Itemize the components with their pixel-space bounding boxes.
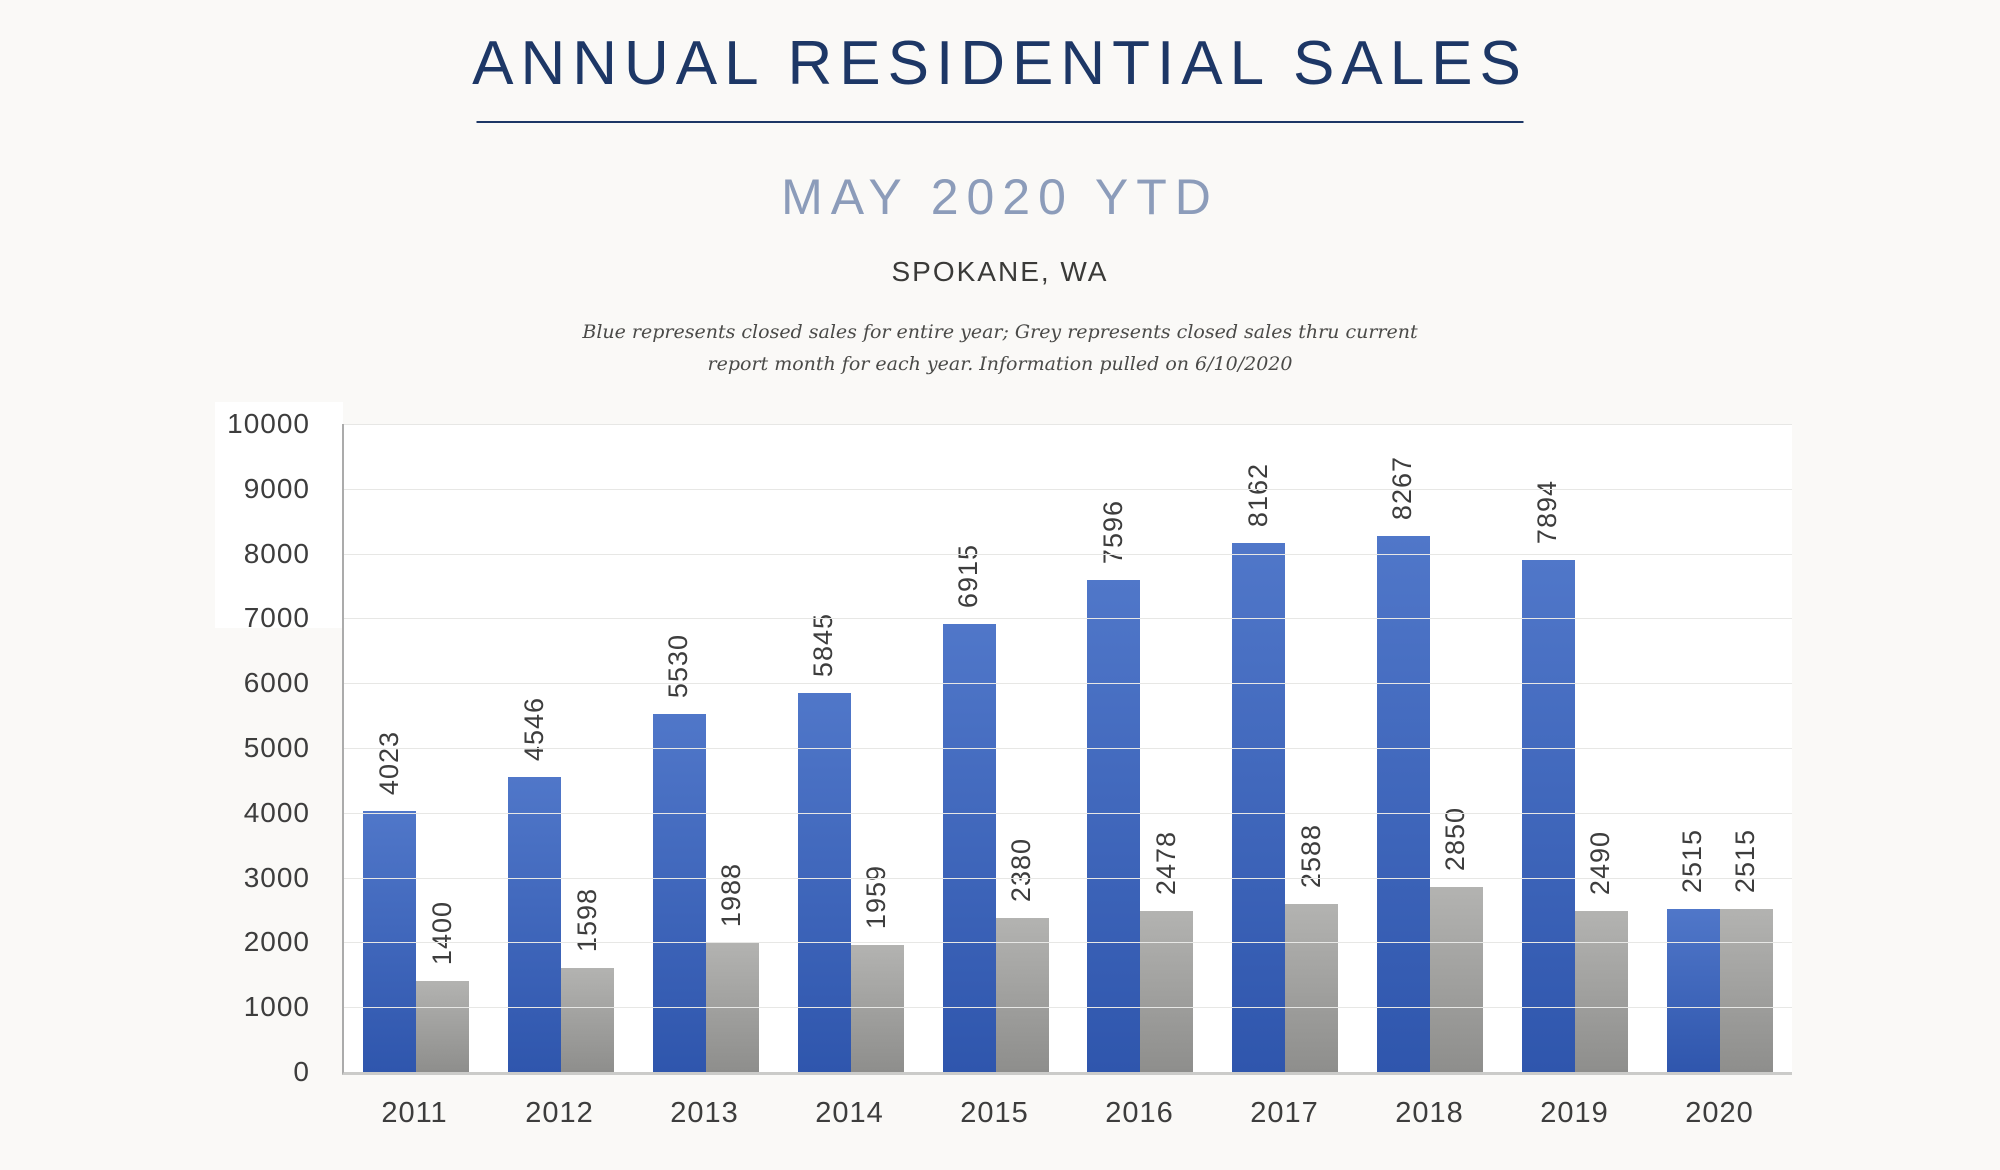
x-axis-label-2011: 2011 [381,1097,448,1129]
y-axis-tick-10000: 10000 [227,408,310,439]
gridline-4000 [344,812,1792,814]
bar-ytd-2011: 1400 [416,901,470,1072]
y-axis-tick-2000: 2000 [243,926,310,958]
legend-note-line2: report month for each year. Information … [707,353,1293,375]
bar-ytd-2018: 2850 [1429,807,1483,1072]
bar-group-2019: 7894 2490 [1502,424,1647,1072]
bar-annual-2014: 5845 [797,613,851,1072]
bar-ytd-2020: 2515 [1719,829,1773,1072]
y-axis-tick-5000: 5000 [243,732,310,763]
legend-note-line1: Blue represents closed sales for entire … [582,321,1418,343]
bar-value-label: 2490 [1585,830,1616,895]
bar-annual-2016: 7596 [1087,500,1141,1072]
bar-ytd-2016: 2478 [1140,831,1194,1072]
x-axis-label-2018: 2018 [1395,1097,1464,1129]
bar-annual-2013: 5530 [652,634,706,1072]
x-axis-label-2014: 2014 [815,1097,884,1129]
title-underline [476,121,1524,123]
bar-group-2014: 5845 1959 [778,424,923,1072]
bar-annual-2019: 7894 [1521,480,1575,1072]
bar-value-label: 5845 [808,613,839,678]
bar-annual-2012: 4546 [508,697,562,1072]
bar-group-2011: 4023 1400 [344,424,489,1072]
bar-value-label: 2515 [1677,828,1708,894]
y-axis-tick-0: 0 [293,1056,310,1087]
gridline-8000 [344,553,1792,555]
bar-group-2018: 8267 2850 [1358,424,1503,1072]
x-axis-label-2015: 2015 [960,1097,1029,1129]
bar-annual-2018: 8267 [1376,456,1430,1072]
gridline-3000 [344,877,1792,879]
bar-group-2020: 2515 2515 [1647,424,1792,1072]
bar-annual-2020: 2515 [1666,829,1720,1072]
bar-value-label: 1400 [427,901,458,966]
bar-annual-2017: 8162 [1232,463,1286,1072]
bar-annual-2015: 6915 [942,544,996,1072]
y-axis-tick-9000: 9000 [243,472,310,504]
gridline-9000 [344,488,1792,490]
gridline-7000 [344,618,1792,620]
bar-value-label: 2380 [1006,837,1037,902]
x-axis-label-2017: 2017 [1250,1097,1319,1129]
bar-value-label: 4546 [518,697,549,762]
x-axis-label-2013: 2013 [670,1097,739,1129]
bar-value-label: 2588 [1295,824,1326,889]
gridline-6000 [344,683,1792,685]
bar-groups: 4023 1400 4546 1598 5530 1988 5845 1959 6915 2380… [344,424,1792,1072]
bar-value-label: 2850 [1440,807,1471,872]
bar-value-label: 7894 [1532,480,1563,545]
bar-value-label: 1988 [716,863,747,928]
bar-ytd-2019: 2490 [1574,831,1628,1072]
axis-label-backdrop [215,402,343,628]
report-subtitle: MAY 2020 YTD [781,169,1219,225]
y-axis-tick-1000: 1000 [243,991,310,1023]
y-axis-tick-8000: 8000 [243,537,310,569]
bar-ytd-2014: 1959 [850,865,904,1072]
bar-value-label: 1959 [861,864,892,930]
gridline-2000 [344,942,1792,944]
report-location: SPOKANE, WA [891,256,1109,287]
bar-annual-2011: 4023 [363,731,417,1072]
bar-group-2015: 6915 2380 [923,424,1068,1072]
x-axis-label-2016: 2016 [1105,1097,1174,1129]
x-axis: 2011 2012 2013 2014 2015 2016 2017 2018 2019 2020 [342,1075,1792,1130]
x-axis-label-2012: 2012 [525,1097,594,1129]
bar-value-label: 4023 [374,731,405,796]
bar-value-label: 8162 [1242,463,1273,528]
bar-group-2017: 8162 2588 [1213,424,1358,1072]
bar-chart-plot-area: 4023 1400 4546 1598 5530 1988 5845 1959 6915 2380… [342,424,1792,1075]
legend-note: Blue represents closed sales for entire … [0,316,2000,380]
x-axis-label-2019: 2019 [1540,1097,1609,1129]
bar-group-2012: 4546 1598 [489,424,634,1072]
gridline-10000 [344,424,1792,425]
bar-group-2016: 7596 2478 [1068,424,1213,1072]
y-axis-tick-6000: 6000 [243,667,310,699]
page-title: ANNUAL RESIDENTIAL SALES [472,29,1528,98]
bar-ytd-2012: 1598 [561,888,615,1072]
bar-ytd-2015: 2380 [995,838,1049,1072]
bar-value-label: 2515 [1730,828,1761,894]
y-axis-tick-4000: 4000 [243,796,310,828]
x-axis-label-2020: 2020 [1685,1097,1754,1129]
gridline-1000 [344,1007,1792,1009]
bar-group-2013: 5530 1988 [634,424,779,1072]
gridline-5000 [344,748,1792,749]
bar-value-label: 5530 [663,633,694,698]
bar-ytd-2017: 2588 [1285,824,1339,1072]
y-axis-tick-3000: 3000 [243,861,310,893]
y-axis-tick-7000: 7000 [243,602,310,634]
bar-value-label: 2478 [1151,831,1182,896]
